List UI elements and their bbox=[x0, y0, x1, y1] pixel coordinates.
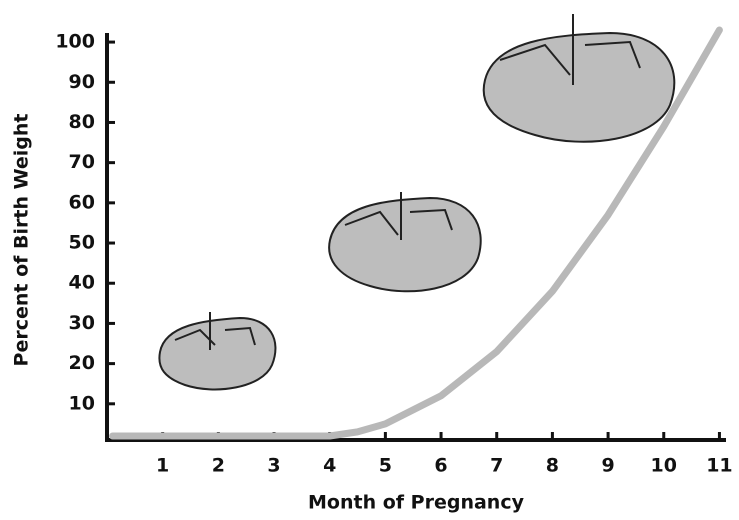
chart: Month of Pregnancy Percent of Birth Weig… bbox=[0, 0, 739, 516]
y-tick-label: 50 bbox=[69, 232, 95, 254]
y-tick-label: 40 bbox=[69, 272, 95, 294]
y-tick-label: 10 bbox=[69, 392, 95, 414]
x-tick-label: 11 bbox=[706, 455, 732, 477]
x-tick-label: 2 bbox=[212, 455, 225, 477]
y-tick-label: 20 bbox=[69, 352, 95, 374]
fetus-large bbox=[484, 14, 675, 142]
x-tick-label: 6 bbox=[434, 455, 447, 477]
y-tick-label: 30 bbox=[69, 312, 95, 334]
fetus-illustrations bbox=[159, 14, 674, 389]
y-tick-label: 100 bbox=[55, 31, 95, 53]
x-tick-label: 3 bbox=[267, 455, 280, 477]
x-tick-label: 8 bbox=[546, 455, 559, 477]
y-tick-label: 80 bbox=[69, 111, 95, 133]
y-tick-label: 90 bbox=[69, 71, 95, 93]
x-tick-label: 10 bbox=[651, 455, 677, 477]
y-tick-label: 70 bbox=[69, 151, 95, 173]
x-tick-label: 5 bbox=[379, 455, 392, 477]
fetus-small bbox=[159, 312, 275, 389]
x-tick-label: 4 bbox=[323, 455, 336, 477]
x-tick-label: 1 bbox=[156, 455, 169, 477]
x-axis-title: Month of Pregnancy bbox=[308, 492, 525, 514]
x-tick-label: 7 bbox=[490, 455, 503, 477]
x-tick-label: 9 bbox=[601, 455, 614, 477]
fetus-medium bbox=[329, 192, 481, 291]
y-axis-title: Percent of Birth Weight bbox=[11, 114, 33, 367]
y-tick-label: 60 bbox=[69, 191, 95, 213]
